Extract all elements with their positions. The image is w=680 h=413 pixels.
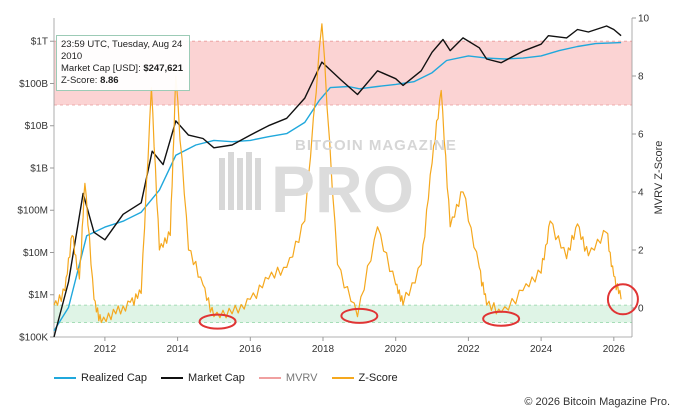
tooltip: 23:59 UTC, Tuesday, Aug 24 2010 Market C… [56, 35, 190, 91]
bottom-circle-2022 [482, 310, 521, 327]
watermark: BITCOIN MAGAZINE PRO [215, 130, 475, 226]
legend-label: MVRV [285, 372, 318, 384]
tooltip-market-cap-value: $247,621 [143, 63, 183, 74]
x-tick-label: 2014 [166, 344, 189, 355]
watermark-logo-icon [219, 152, 261, 210]
legend-swatch [331, 377, 354, 379]
current-circle-2026 [606, 283, 639, 316]
legend: Realized Cap Market Cap MVRV Z-Score [54, 372, 412, 384]
legend-item-z-score[interactable]: Z-Score [331, 372, 398, 384]
legend-item-mvrv[interactable]: MVRV [258, 372, 318, 384]
x-tick-label: 2024 [530, 344, 553, 355]
y-right-tick-label: 10 [638, 14, 650, 25]
x-tick-label: 2026 [603, 344, 626, 355]
legend-swatch [161, 377, 184, 379]
bottom-circle-2015 [198, 313, 237, 330]
legend-item-realized-cap[interactable]: Realized Cap [54, 372, 147, 384]
legend-swatch [258, 377, 281, 379]
y-right-tick-label: 0 [638, 304, 644, 315]
y-right-tick-label: 4 [638, 188, 644, 199]
y-right-tick-label: 2 [638, 246, 644, 257]
bottom-circle-2019 [340, 307, 379, 324]
y-left-tick-label: $100K [19, 333, 48, 344]
y-left-tick-label: $1T [31, 37, 48, 48]
y-right-tick-label: 6 [638, 130, 644, 141]
watermark-line2: PRO [271, 152, 414, 220]
legend-label: Realized Cap [81, 372, 148, 384]
series-market-cap [53, 25, 622, 338]
legend-swatch [54, 377, 76, 379]
tooltip-zscore-value: 8.86 [100, 75, 119, 86]
y-right-axis-label: MVRV Z-Score [653, 141, 665, 215]
copyright: © 2026 Bitcoin Magazine Pro. [524, 396, 670, 408]
series-realized-cap [53, 41, 622, 332]
y-right-tick-label: 8 [638, 72, 644, 83]
mvrv-chart: 2012 2014 2016 2018 2020 2022 2024 2026 $100K $1M… [17, 14, 665, 356]
legend-item-market-cap[interactable]: Market Cap [161, 372, 245, 384]
y-left-tick-label: $100B [19, 79, 48, 90]
legend-label: Market Cap [188, 372, 245, 384]
legend-label: Z-Score [358, 372, 398, 384]
x-tick-label: 2012 [94, 344, 117, 355]
x-tick-label: 2018 [312, 344, 335, 355]
y-left-tick-label: $1B [30, 163, 48, 174]
tooltip-market-cap-label: Market Cap [USD]: [61, 63, 141, 74]
x-tick-label: 2020 [385, 344, 408, 355]
tooltip-zscore-label: Z-Score: [61, 75, 98, 86]
series-z-score [53, 23, 622, 324]
y-left-tick-label: $1M [29, 290, 48, 301]
tooltip-zscore: Z-Score: 8.86 [61, 75, 185, 87]
x-tick-label: 2016 [239, 344, 262, 355]
tooltip-market-cap: Market Cap [USD]: $247,621 [61, 63, 185, 75]
x-tick-label: 2022 [457, 344, 480, 355]
tooltip-date: 23:59 UTC, Tuesday, Aug 24 2010 [61, 39, 183, 62]
y-left-tick-label: $10B [25, 121, 49, 132]
y-left-tick-label: $100M [17, 206, 48, 217]
y-left-tick-label: $10M [23, 248, 48, 259]
watermark-line1: BITCOIN MAGAZINE [295, 137, 457, 154]
